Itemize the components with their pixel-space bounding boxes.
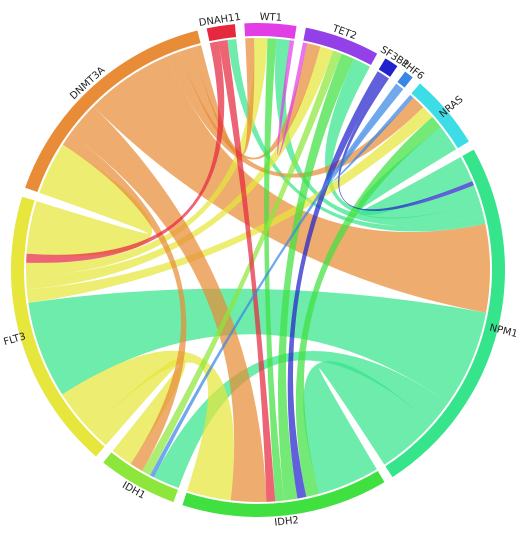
node-label: NRAS xyxy=(438,94,466,120)
chord xyxy=(287,71,386,499)
node-arc xyxy=(25,30,201,193)
chord xyxy=(28,288,487,403)
chord xyxy=(167,51,424,178)
node-arc xyxy=(244,23,297,39)
chord xyxy=(93,56,490,313)
node-arc xyxy=(206,24,237,42)
node-arc xyxy=(303,27,378,66)
chord xyxy=(277,40,308,156)
chord xyxy=(324,58,480,219)
node-arc xyxy=(385,149,505,478)
chord xyxy=(142,50,342,476)
chord xyxy=(62,350,235,501)
chord xyxy=(218,40,276,502)
node-arc xyxy=(182,471,385,518)
chord xyxy=(26,144,153,256)
node-arc xyxy=(11,196,105,457)
chord xyxy=(295,116,441,497)
node-arc xyxy=(103,452,178,503)
node-arc xyxy=(411,83,469,149)
chords xyxy=(25,37,490,502)
chord xyxy=(70,106,267,502)
chord xyxy=(356,127,473,216)
chord xyxy=(89,357,186,464)
node-label: WT1 xyxy=(259,12,282,24)
node-arc xyxy=(378,58,398,77)
chord xyxy=(264,38,285,502)
node-label: IDH2 xyxy=(274,515,300,529)
chord xyxy=(192,38,255,157)
chord xyxy=(277,53,354,501)
chord xyxy=(303,361,432,494)
node-arc xyxy=(397,71,413,88)
arcs xyxy=(11,23,505,518)
chord xyxy=(153,350,449,488)
